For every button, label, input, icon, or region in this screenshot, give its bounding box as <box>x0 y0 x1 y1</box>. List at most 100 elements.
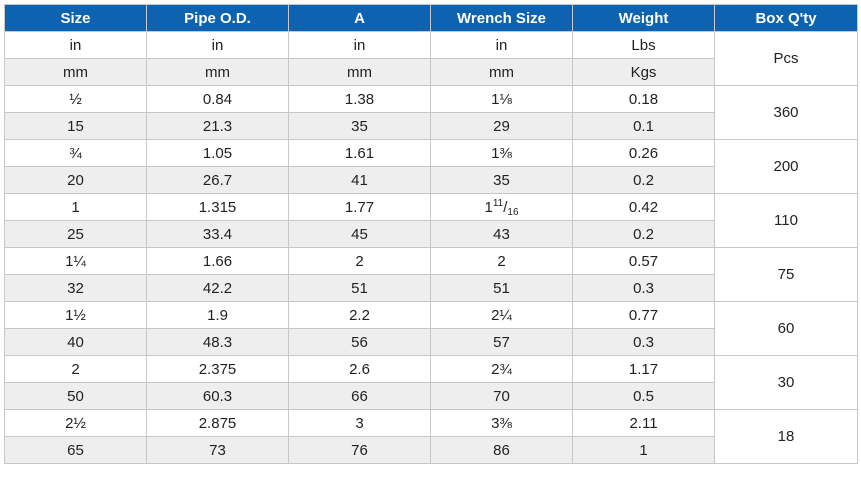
weight-kgs-cell: 0.1 <box>572 112 715 140</box>
units-imperial-row: in in in in Lbs Pcs <box>4 31 858 86</box>
table-row: 1 1.315 1.77 111/16 0.42 110 <box>4 193 858 248</box>
box-qty-cell: 360 <box>714 85 858 140</box>
fraction-whole: 1 <box>484 198 493 216</box>
box-qty-cell: 18 <box>714 409 858 464</box>
size-in-cell: 2 <box>4 355 147 383</box>
size-mm-cell: 25 <box>4 220 147 248</box>
wrench-in-cell: 1⅜ <box>430 139 573 167</box>
wrench-in-cell: 111/16 <box>430 193 573 221</box>
table-row: ½ 0.84 1.38 1⅛ 0.18 360 <box>4 85 858 140</box>
weight-lbs-cell: 2.11 <box>572 409 715 437</box>
box-qty-cell: 200 <box>714 139 858 194</box>
header-wrench-size: Wrench Size <box>430 4 573 32</box>
header-row: Size Pipe O.D. A Wrench Size Weight Box … <box>4 4 858 32</box>
unit-cell: mm <box>4 58 147 86</box>
size-in-cell: 2½ <box>4 409 147 437</box>
wrench-fraction: 111/16 <box>484 197 519 218</box>
wrench-mm-cell: 51 <box>430 274 573 302</box>
fraction-numerator: 11 <box>492 197 504 209</box>
pipe-od-mm-cell: 33.4 <box>146 220 289 248</box>
a-mm-cell: 35 <box>288 112 431 140</box>
unit-cell: in <box>430 31 573 59</box>
units-metric-row: mm mm mm mm Kgs <box>4 58 858 86</box>
box-qty-cell: 60 <box>714 301 858 356</box>
a-mm-cell: 45 <box>288 220 431 248</box>
weight-lbs-cell: 0.26 <box>572 139 715 167</box>
size-mm-cell: 65 <box>4 436 147 464</box>
unit-cell: mm <box>430 58 573 86</box>
weight-lbs-cell: 0.42 <box>572 193 715 221</box>
size-in-cell: 1½ <box>4 301 147 329</box>
size-mm-cell: 32 <box>4 274 147 302</box>
wrench-mm-cell: 70 <box>430 382 573 410</box>
size-mm-cell: 50 <box>4 382 147 410</box>
size-in-cell: ½ <box>4 85 147 113</box>
pipe-od-mm-cell: 73 <box>146 436 289 464</box>
size-mm-cell: 20 <box>4 166 147 194</box>
a-mm-cell: 41 <box>288 166 431 194</box>
table-row: 25 33.4 45 43 0.2 <box>4 220 858 248</box>
a-mm-cell: 56 <box>288 328 431 356</box>
unit-cell: in <box>146 31 289 59</box>
pipe-od-mm-cell: 42.2 <box>146 274 289 302</box>
unit-cell: Kgs <box>572 58 715 86</box>
table-row: 50 60.3 66 70 0.5 <box>4 382 858 410</box>
table-row: 40 48.3 56 57 0.3 <box>4 328 858 356</box>
weight-lbs-cell: 1.17 <box>572 355 715 383</box>
weight-kgs-cell: 0.3 <box>572 274 715 302</box>
wrench-in-cell: 3⅜ <box>430 409 573 437</box>
table-row: 15 21.3 35 29 0.1 <box>4 112 858 140</box>
a-in-cell: 2 <box>288 247 431 275</box>
box-qty-cell: 30 <box>714 355 858 410</box>
table-row: 1½ 1.9 2.2 2¼ 0.77 60 <box>4 301 858 356</box>
size-in-cell: 1¼ <box>4 247 147 275</box>
wrench-mm-cell: 29 <box>430 112 573 140</box>
size-in-cell: 1 <box>4 193 147 221</box>
table-row: 32 42.2 51 51 0.3 <box>4 274 858 302</box>
header-weight: Weight <box>572 4 715 32</box>
pipe-od-in-cell: 0.84 <box>146 85 289 113</box>
a-in-cell: 1.77 <box>288 193 431 221</box>
a-in-cell: 1.61 <box>288 139 431 167</box>
fraction-denominator: 16 <box>507 206 519 218</box>
unit-cell: mm <box>146 58 289 86</box>
pipe-od-in-cell: 1.9 <box>146 301 289 329</box>
weight-kgs-cell: 0.2 <box>572 220 715 248</box>
unit-cell: mm <box>288 58 431 86</box>
weight-kgs-cell: 0.2 <box>572 166 715 194</box>
pipe-fitting-spec-table: Size Pipe O.D. A Wrench Size Weight Box … <box>4 4 858 464</box>
weight-kgs-cell: 0.3 <box>572 328 715 356</box>
header-box-qty: Box Q'ty <box>714 4 858 32</box>
size-mm-cell: 15 <box>4 112 147 140</box>
wrench-mm-cell: 86 <box>430 436 573 464</box>
a-mm-cell: 51 <box>288 274 431 302</box>
a-in-cell: 2.6 <box>288 355 431 383</box>
a-mm-cell: 76 <box>288 436 431 464</box>
pipe-od-in-cell: 1.05 <box>146 139 289 167</box>
pipe-od-mm-cell: 48.3 <box>146 328 289 356</box>
spec-table-container: Size Pipe O.D. A Wrench Size Weight Box … <box>4 4 858 464</box>
wrench-mm-cell: 43 <box>430 220 573 248</box>
table-row: 2 2.375 2.6 2¾ 1.17 30 <box>4 355 858 410</box>
table-row: 20 26.7 41 35 0.2 <box>4 166 858 194</box>
weight-kgs-cell: 0.5 <box>572 382 715 410</box>
a-in-cell: 3 <box>288 409 431 437</box>
wrench-in-cell: 2¼ <box>430 301 573 329</box>
unit-cell: in <box>4 31 147 59</box>
wrench-in-cell: 1⅛ <box>430 85 573 113</box>
pipe-od-mm-cell: 21.3 <box>146 112 289 140</box>
weight-lbs-cell: 0.57 <box>572 247 715 275</box>
wrench-mm-cell: 57 <box>430 328 573 356</box>
weight-lbs-cell: 0.77 <box>572 301 715 329</box>
wrench-mm-cell: 35 <box>430 166 573 194</box>
table-row: ¾ 1.05 1.61 1⅜ 0.26 200 <box>4 139 858 194</box>
box-qty-cell: 75 <box>714 247 858 302</box>
header-a: A <box>288 4 431 32</box>
size-mm-cell: 40 <box>4 328 147 356</box>
a-in-cell: 1.38 <box>288 85 431 113</box>
header-size: Size <box>4 4 147 32</box>
weight-kgs-cell: 1 <box>572 436 715 464</box>
pipe-od-in-cell: 1.315 <box>146 193 289 221</box>
unit-cell: Lbs <box>572 31 715 59</box>
wrench-in-cell: 2 <box>430 247 573 275</box>
